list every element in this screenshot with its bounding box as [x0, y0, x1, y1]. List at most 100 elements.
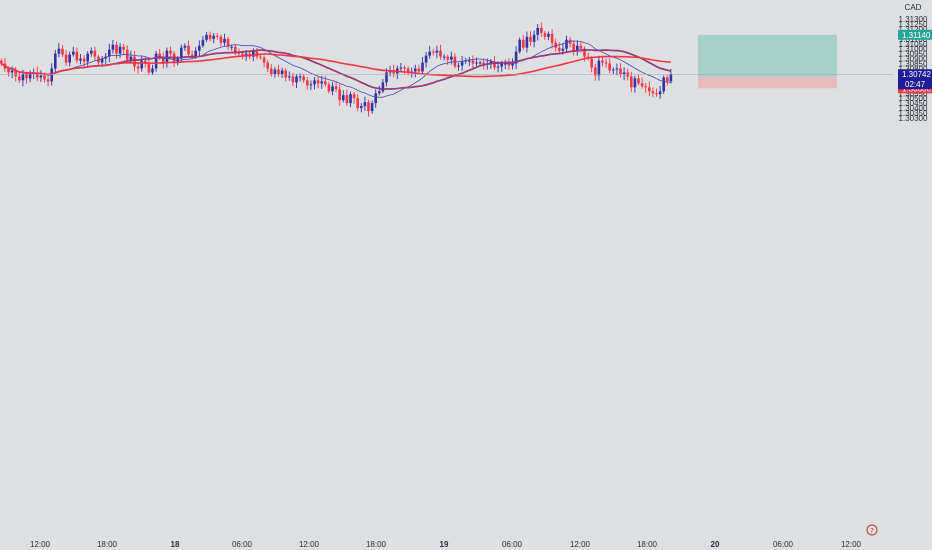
candle-body: [399, 67, 403, 69]
candle-body: [118, 46, 122, 54]
y-tick-label: 1.31000: [899, 45, 928, 54]
x-tick-label: 06:00: [502, 540, 523, 549]
y-tick-label: 1.30850: [899, 60, 928, 69]
candle-body: [612, 69, 615, 71]
candle-body: [590, 58, 593, 68]
candle-body: [518, 39, 521, 52]
candle-body: [338, 89, 341, 101]
candle-body: [604, 62, 608, 64]
candle-body: [90, 50, 93, 54]
stop-zone: [698, 77, 837, 89]
candle-body: [442, 56, 446, 58]
candle-body: [630, 76, 633, 88]
y-tick-label: 1.30300: [899, 114, 928, 123]
candle-body: [460, 61, 464, 66]
candle-body: [406, 68, 410, 73]
candle-body: [432, 51, 435, 53]
candle-body: [385, 72, 388, 83]
candle-body: [288, 76, 291, 78]
candle-body: [82, 58, 86, 62]
candle-body: [349, 94, 352, 104]
x-tick-label: 18:00: [637, 540, 658, 549]
candle-body: [594, 67, 597, 76]
candle-body: [579, 45, 583, 49]
candle-body: [648, 87, 651, 92]
candle-body: [43, 75, 46, 80]
position-zones: [698, 34, 837, 89]
x-tick-label: 18:00: [97, 540, 118, 549]
candle-body: [356, 98, 359, 109]
candle-body: [651, 91, 655, 94]
candle-body: [522, 39, 525, 48]
candle-body: [529, 36, 532, 42]
candle-body: [0, 60, 3, 64]
candle-body: [583, 48, 586, 57]
x-tick-label: 06:00: [232, 540, 253, 549]
candle-body: [608, 63, 611, 71]
candle-body: [270, 68, 273, 75]
candle-body: [223, 38, 226, 43]
candle-body: [316, 80, 320, 84]
candle-body: [424, 55, 428, 63]
candle-body: [367, 102, 370, 112]
candle-body: [536, 27, 539, 35]
current-price-tag: 1.30742: [902, 70, 931, 79]
candle-body: [496, 66, 500, 68]
candle-body: [309, 84, 313, 86]
candle-body: [291, 76, 295, 83]
candle-body: [306, 80, 309, 86]
candle-body: [230, 46, 233, 48]
candle-body: [572, 43, 575, 51]
candle-body: [669, 74, 673, 82]
target-zone: [698, 34, 837, 78]
candle-body: [10, 70, 14, 73]
candle-body: [619, 68, 622, 75]
candle-body: [500, 63, 503, 67]
candle-body: [147, 63, 151, 73]
candle-body: [352, 94, 356, 99]
countdown-tag: 02:47: [905, 80, 926, 89]
candle-body: [25, 74, 28, 79]
y-tick-label: 1.30350: [899, 109, 928, 118]
candle-body: [183, 45, 187, 48]
candle-body: [421, 62, 424, 72]
candle-body: [93, 50, 97, 57]
candle-body: [342, 95, 345, 101]
candle-body: [540, 27, 543, 33]
candle-body: [237, 52, 241, 54]
candle-body: [7, 68, 10, 73]
candle-body: [86, 53, 89, 62]
candle-body: [216, 35, 219, 37]
candle-body: [565, 39, 568, 49]
candle-body: [64, 54, 68, 63]
y-tick-label: 1.30550: [899, 89, 928, 98]
candle-body: [435, 50, 439, 53]
y-tick-label: 1.31300: [899, 15, 928, 24]
candle-body: [219, 36, 223, 43]
candle-body: [381, 82, 385, 92]
candle-body: [640, 83, 644, 87]
timezone-gear-icon[interactable]: ?: [866, 524, 878, 536]
candle-body: [313, 80, 316, 85]
y-tick-label: 1.30950: [899, 50, 928, 59]
candle-body: [57, 48, 61, 54]
candle-body: [122, 46, 125, 50]
candle-body: [414, 68, 417, 72]
candle-body: [532, 34, 536, 42]
candle-body: [561, 48, 565, 51]
candle-body: [666, 77, 669, 82]
candle-body: [655, 93, 658, 95]
candle-body: [280, 70, 284, 75]
x-tick-label: 19: [440, 540, 449, 549]
time-axis[interactable]: 12:00 18:00 18 06:00 12:00 18:00 19 06:00 12:00 1…: [30, 540, 862, 549]
candle-body: [302, 76, 305, 81]
candle-body: [129, 56, 133, 60]
candle-body: [151, 68, 154, 73]
candle-body: [320, 81, 323, 84]
currency-label: CAD: [905, 3, 922, 12]
candle-body: [277, 69, 280, 75]
candle-body: [478, 62, 482, 64]
candle-body: [266, 62, 269, 69]
